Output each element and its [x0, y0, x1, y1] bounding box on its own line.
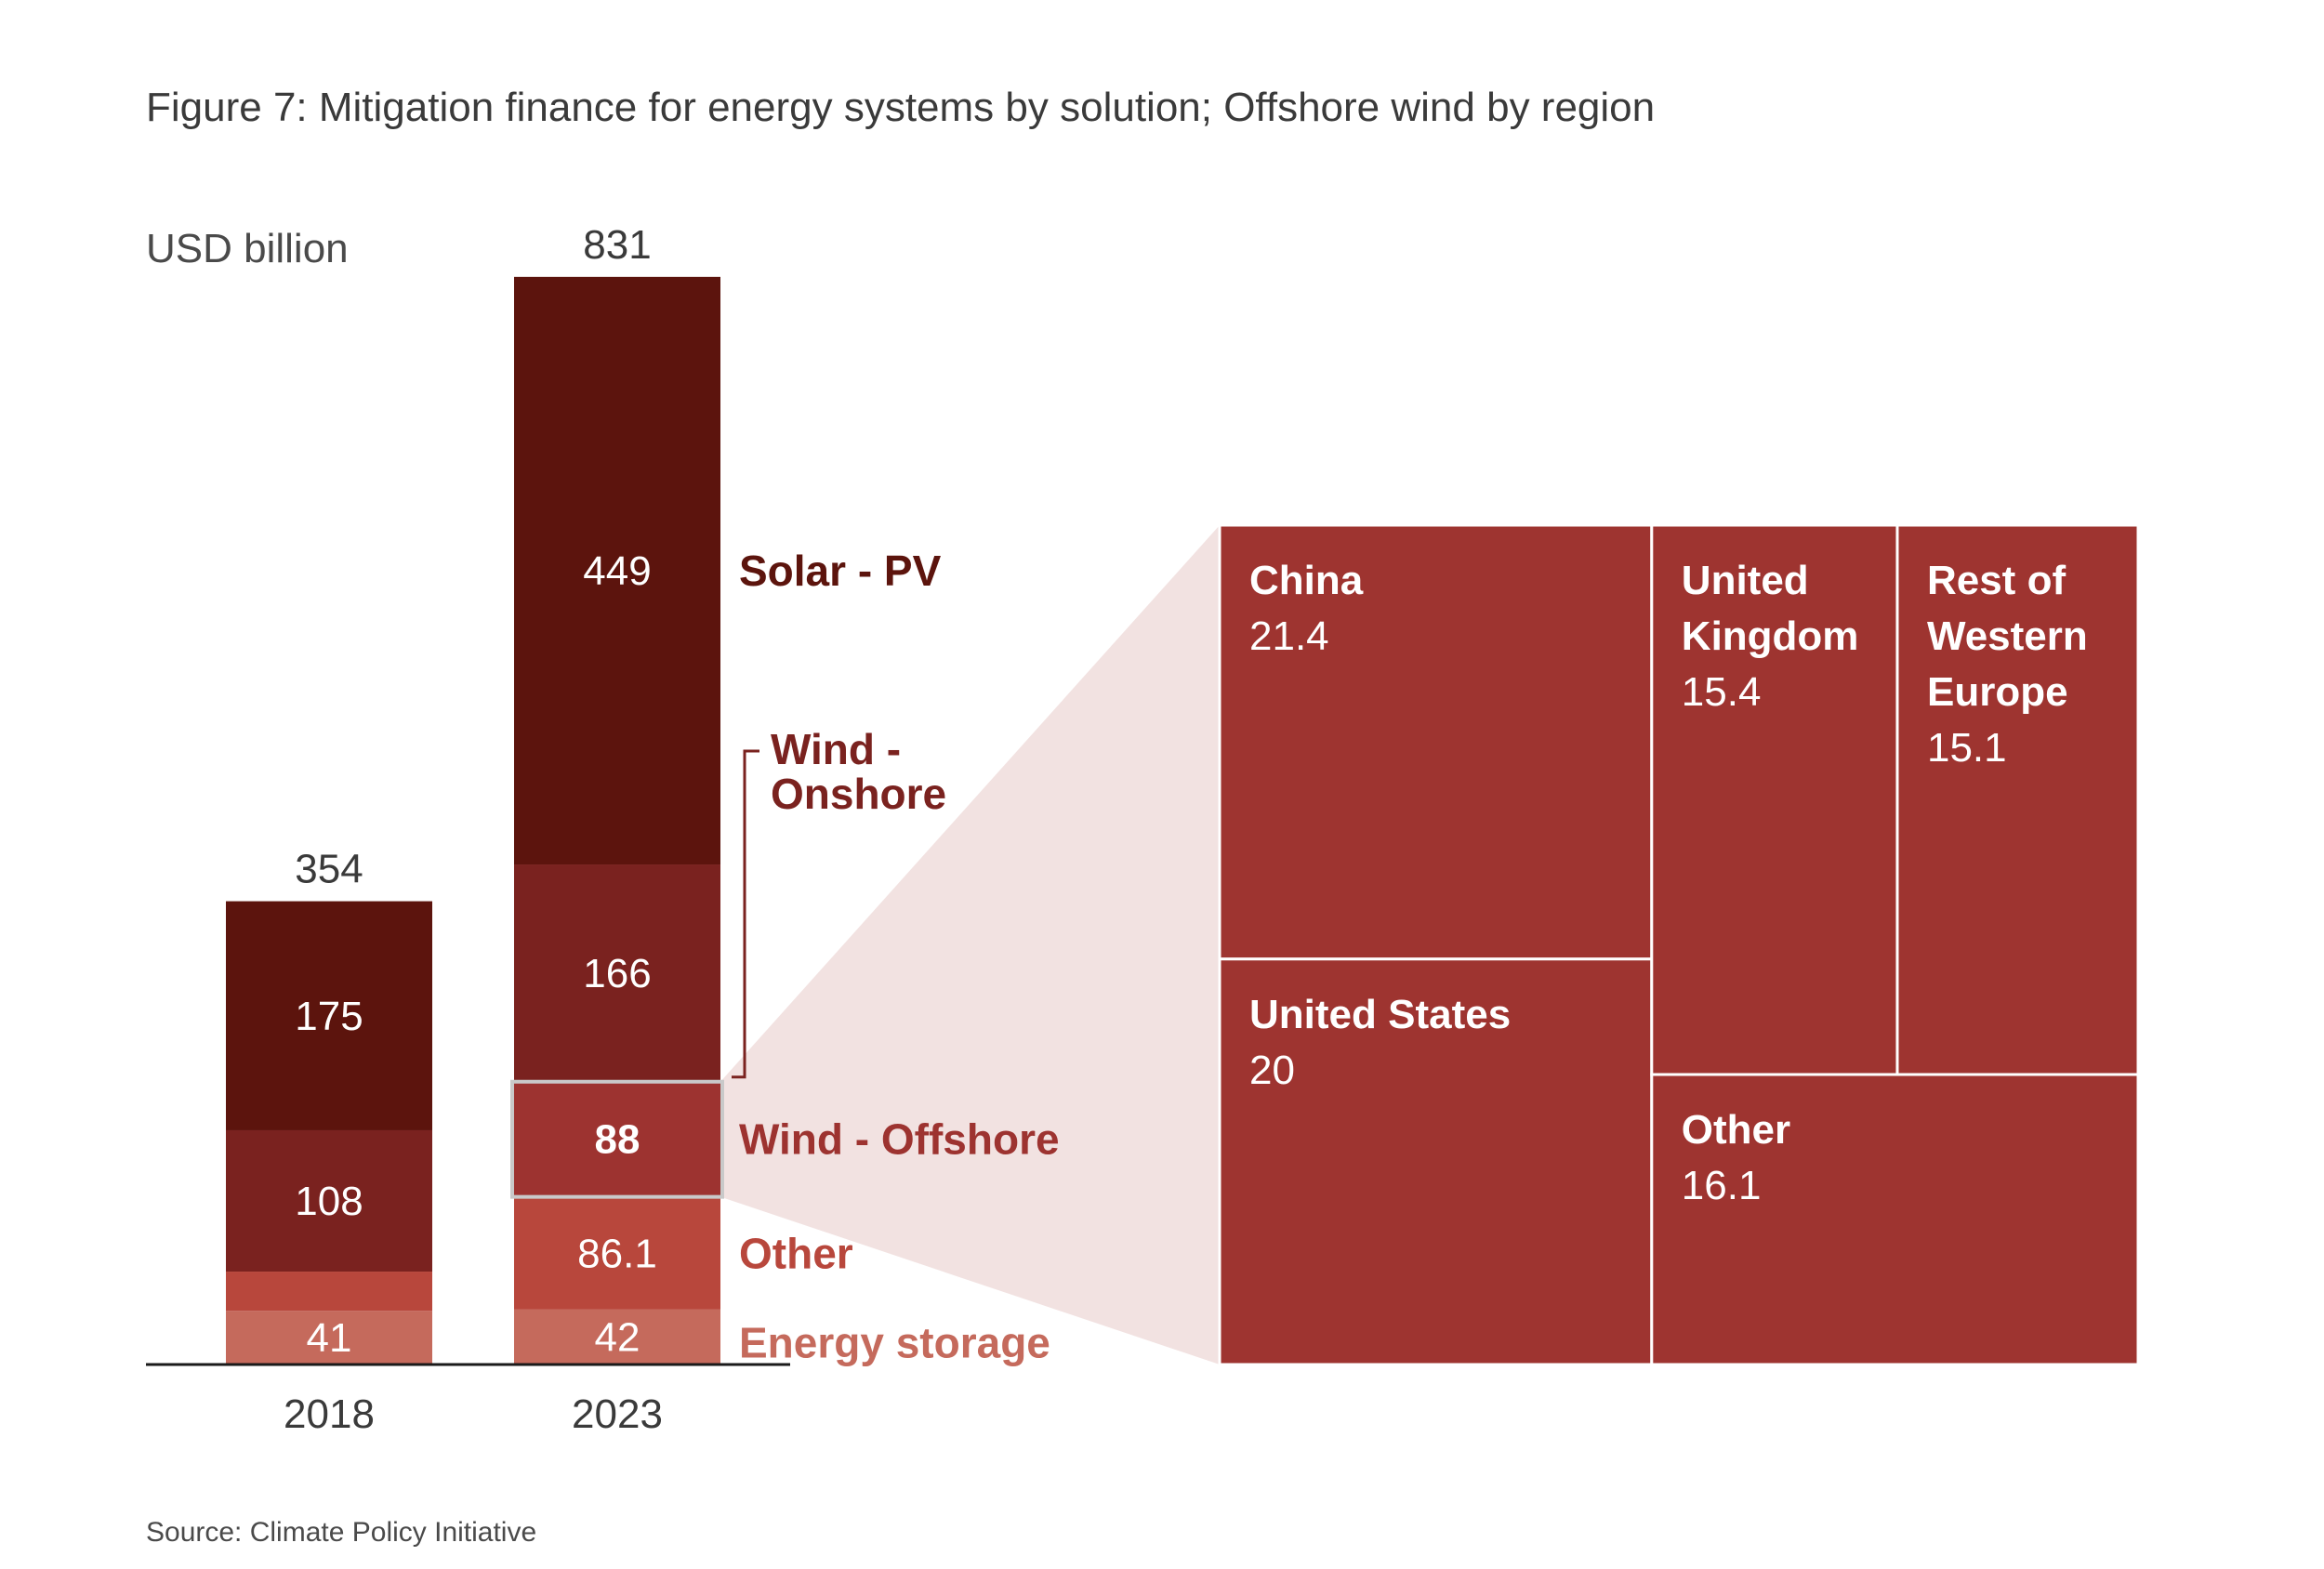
treemap-label: United States	[1249, 992, 1511, 1037]
chart-title: Figure 7: Mitigation finance for energy …	[146, 85, 1655, 130]
series-label-wind-offshore: Wind - Offshore	[739, 1115, 1060, 1164]
treemap-label: Europe	[1927, 669, 2068, 715]
bar-value-label: 42	[595, 1314, 640, 1360]
treemap-cell-other	[1650, 1073, 2140, 1366]
bar-2018-energy-storage	[226, 1311, 432, 1365]
bar-2018-wind-onshore	[226, 1129, 432, 1272]
bar-value-label: 166	[583, 951, 651, 996]
treemap-label: Kingdom	[1682, 613, 1859, 659]
treemap-value: 15.4	[1682, 669, 1762, 715]
treemap-value: 15.1	[1927, 725, 2007, 771]
bar-total-label: 831	[583, 222, 651, 268]
bar-value-label: 41	[307, 1315, 352, 1361]
series-label-solar-pv: Solar - PV	[739, 547, 942, 595]
bar-total-label: 354	[295, 847, 363, 892]
offshore-treemap: China 21.4 United States 20 United Kingdom 15.…	[1218, 523, 2140, 1366]
treemap-cell-rest-of-western-europe	[1895, 523, 2140, 1076]
treemap-label: United	[1682, 558, 1809, 603]
bar-value-label: 108	[295, 1179, 363, 1224]
bar-2023-wind-onshore	[514, 864, 720, 1082]
treemap-value: 21.4	[1249, 613, 1329, 659]
x-tick-label: 2023	[572, 1391, 663, 1437]
treemap-value: 16.1	[1682, 1163, 1762, 1208]
bar-value-label: 88	[595, 1117, 640, 1163]
bar-2023-solar-pv	[514, 276, 720, 865]
treemap-label: China	[1249, 558, 1364, 603]
treemap-label: Rest of	[1927, 558, 2066, 603]
stacked-bars: 41 108 175 354 2018 42 86.1 88 166 449 831 2023	[226, 222, 724, 1437]
bar-value-label: 175	[295, 994, 363, 1039]
series-label-energy-storage: Energy storage	[739, 1318, 1050, 1366]
bar-2023-energy-storage	[514, 1309, 720, 1365]
highlight-box	[510, 1079, 724, 1199]
x-tick-label: 2018	[284, 1391, 375, 1437]
series-label-other: Other	[739, 1229, 853, 1277]
bar-2023-other	[514, 1196, 720, 1310]
treemap-cell-united-states	[1218, 957, 1654, 1366]
treemap-cell-united-kingdom	[1650, 523, 1899, 1076]
onshore-bracket	[732, 749, 759, 1079]
treemap-label: Western	[1927, 613, 2088, 659]
series-labels: Solar - PV Wind -Onshore Wind - Offshore Ot…	[739, 547, 1060, 1366]
source-note: Source: Climate Policy Initiative	[146, 1517, 536, 1548]
series-label-wind-onshore: Wind -	[771, 725, 901, 773]
bar-value-label: 449	[583, 548, 651, 594]
zoom-connector	[720, 525, 1220, 1365]
bar-2023-wind-offshore	[514, 1081, 720, 1197]
bar-2018-other	[226, 1272, 432, 1312]
treemap-label: Other	[1682, 1107, 1790, 1153]
treemap-cell-china	[1218, 523, 1654, 961]
series-label-wind-onshore: Onshore	[771, 770, 946, 818]
bar-2018-solar-pv	[226, 901, 432, 1130]
treemap-value: 20	[1249, 1048, 1295, 1093]
y-axis-label: USD billion	[146, 226, 349, 271]
bar-value-label: 86.1	[577, 1231, 657, 1276]
